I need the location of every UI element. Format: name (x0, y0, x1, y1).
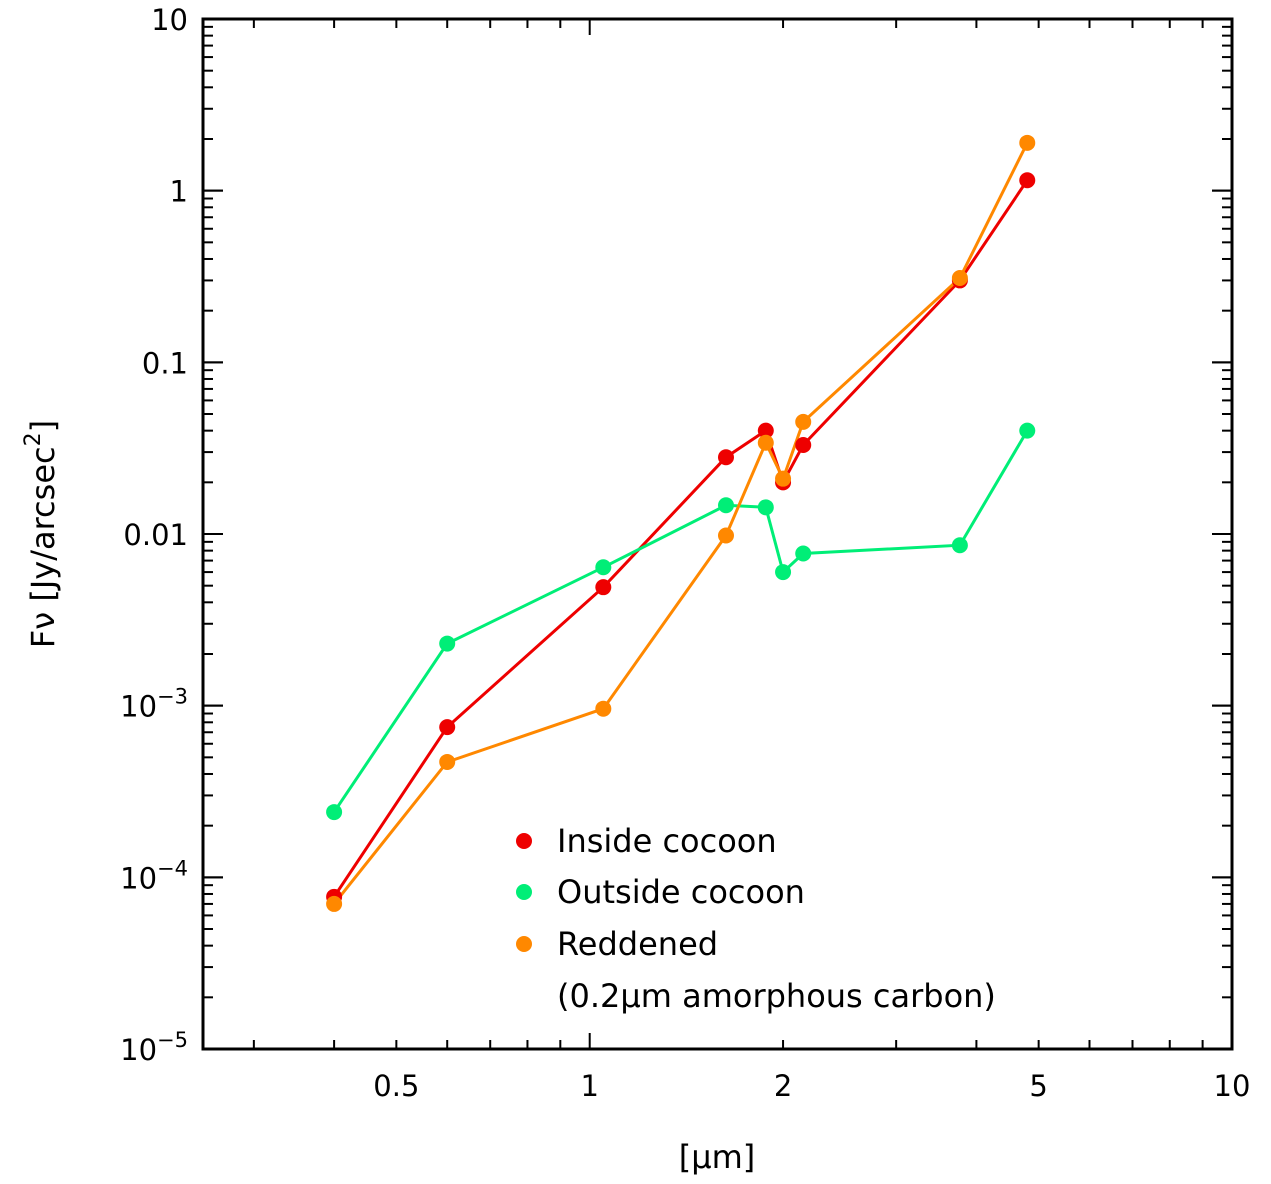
point-outside (775, 564, 792, 581)
point-outside (951, 537, 968, 554)
y-axis-title: Fν [Jy/arcsec2] (21, 420, 62, 648)
point-inside (595, 579, 612, 596)
point-reddened (775, 470, 792, 487)
y-tick-label: 1 (170, 175, 188, 209)
point-reddened (595, 700, 612, 717)
point-inside (439, 719, 456, 736)
point-reddened (439, 753, 456, 770)
legend-marker-outside (516, 884, 532, 900)
y-tick-labels: 10 1 0.1 0.01 10−3 10−4 10−5 (120, 3, 188, 1067)
legend-label-reddened-note: (0.2μm amorphous carbon) (557, 977, 996, 1015)
point-reddened (757, 434, 774, 451)
x-tick-label: 10 (1214, 1069, 1251, 1103)
point-reddened (326, 895, 343, 912)
point-inside (757, 422, 774, 439)
point-outside (717, 497, 734, 514)
legend: Inside cocoon Outside cocoon Reddened (0… (516, 822, 996, 1015)
point-outside (326, 804, 343, 821)
legend-label-reddened: Reddened (557, 925, 718, 963)
y-tick-label: 0.01 (123, 518, 188, 552)
y-tick-label: 10 (151, 3, 188, 37)
point-outside (757, 499, 774, 516)
x-tick-label: 1 (580, 1069, 598, 1103)
point-reddened (795, 413, 812, 430)
axis-ticks (203, 18, 1233, 1050)
y-tick-label: 10−3 (120, 685, 188, 724)
point-reddened (717, 527, 734, 544)
x-tick-label: 0.5 (373, 1069, 419, 1103)
legend-marker-inside (516, 833, 532, 849)
series-line-inside (332, 179, 1029, 898)
legend-marker-reddened (516, 936, 532, 952)
x-axis-title: [μm] (679, 1138, 756, 1176)
x-tick-label: 2 (774, 1069, 792, 1103)
chart-marks (326, 134, 1036, 912)
point-outside (439, 635, 456, 652)
x-tick-label: 5 (1029, 1069, 1047, 1103)
point-reddened (1019, 134, 1036, 151)
y-tick-label: 10−4 (120, 856, 188, 895)
point-inside (795, 436, 812, 453)
point-outside (1019, 422, 1036, 439)
point-inside (1019, 172, 1036, 189)
y-tick-label: 10−5 (120, 1028, 188, 1067)
point-outside (795, 545, 812, 562)
series-line-reddened (332, 142, 1029, 905)
x-tick-labels: 0.5 1 2 5 10 (373, 1069, 1250, 1103)
series-line-outside (332, 429, 1029, 813)
y-tick-label: 0.1 (142, 346, 188, 380)
point-inside (717, 449, 734, 466)
legend-label-outside: Outside cocoon (557, 873, 805, 911)
legend-label-inside: Inside cocoon (557, 822, 777, 860)
point-reddened (951, 269, 968, 286)
point-outside (595, 559, 612, 576)
